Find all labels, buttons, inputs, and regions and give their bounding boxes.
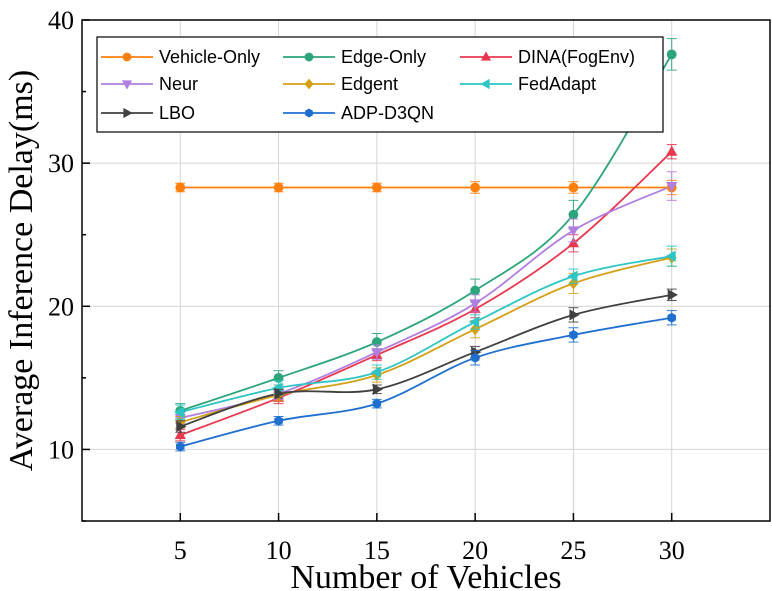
data-point-adp-d3qn — [470, 352, 480, 363]
data-point-fedadapt — [567, 270, 578, 282]
data-point-fedadapt — [174, 406, 185, 418]
data-point-edge-only — [470, 285, 481, 296]
data-point-vehicle-only — [273, 182, 284, 193]
data-point-lbo — [274, 387, 285, 400]
legend-marker-fedadapt — [480, 78, 490, 90]
y-tick-label: 10 — [48, 435, 74, 464]
axis-ticks: 5 10 15 20 25 30 10 20 30 40 — [48, 6, 685, 565]
data-point-adp-d3qn — [372, 398, 382, 409]
series-line-adp-d3qn — [180, 316, 672, 448]
x-axis-title: Number of Vehicles — [290, 559, 561, 591]
data-point-vehicle-only — [175, 182, 186, 193]
data-point-fedadapt — [665, 250, 676, 262]
series-markers — [174, 38, 678, 452]
data-point-adp-d3qn — [569, 329, 578, 340]
data-point-lbo — [176, 420, 187, 433]
legend-item-edgent: Edgent — [283, 74, 398, 94]
data-point-dina-fogenv — [174, 428, 186, 440]
x-tick-label: 5 — [174, 536, 187, 565]
plot-frame — [81, 19, 771, 522]
series-line-lbo — [179, 293, 672, 428]
data-point-lbo — [372, 383, 384, 395]
x-tick-label: 25 — [560, 536, 586, 565]
data-point-fedadapt — [370, 366, 381, 378]
legend-item-neur: Neur — [101, 74, 198, 94]
legend-item-adp-d3qn: ADP-D3QN — [283, 103, 434, 123]
data-point-edge-only — [568, 209, 579, 220]
legend-label-edge-only: Edge-Only — [341, 47, 426, 67]
data-point-adp-d3qn — [274, 415, 283, 426]
x-tick-label: 15 — [364, 536, 390, 565]
x-tick-label: 10 — [266, 536, 292, 565]
data-point-neur — [469, 299, 481, 310]
data-point-adp-d3qn — [667, 312, 677, 323]
y-axis-title: Average Inference Delay(ms) — [3, 70, 40, 471]
data-point-dina-fogenv — [666, 145, 678, 156]
legend-label-edgent: Edgent — [341, 74, 398, 94]
legend-item-lbo: LBO — [101, 103, 195, 123]
series-lines — [179, 53, 673, 448]
legend-marker-edgent — [304, 78, 314, 90]
legend-item-edge-only: Edge-Only — [283, 47, 426, 67]
data-point-lbo — [569, 309, 580, 321]
legend-label-fedadapt: FedAdapt — [518, 74, 596, 94]
legend-label-neur: Neur — [159, 74, 198, 94]
legend-item-fedadapt: FedAdapt — [460, 74, 596, 94]
data-point-vehicle-only — [470, 182, 481, 193]
y-tick-label: 20 — [48, 292, 74, 321]
y-tick-label: 30 — [48, 149, 74, 178]
legend-marker-lbo — [123, 107, 133, 119]
legend-label-adp-d3qn: ADP-D3QN — [341, 103, 434, 123]
data-point-neur — [666, 182, 678, 193]
legend-marker-edge-only — [304, 52, 314, 62]
series-line-dina-fogenv — [179, 151, 673, 436]
legend-label-vehicle-only: Vehicle-Only — [159, 47, 260, 67]
data-point-neur — [371, 348, 383, 359]
legend-item-dina-fogenv: DINA(FogEnv) — [460, 47, 635, 67]
legend-label-dina-fogenv: DINA(FogEnv) — [518, 47, 635, 67]
data-point-fedadapt — [468, 316, 480, 328]
data-point-vehicle-only — [568, 182, 579, 193]
x-tick-label: 30 — [659, 536, 685, 565]
series-line-edge-only — [180, 53, 673, 412]
x-tick-label: 20 — [462, 536, 488, 565]
data-point-dina-fogenv — [567, 237, 580, 248]
y-tick-label: 40 — [48, 6, 74, 35]
legend-marker-neur — [121, 80, 133, 90]
data-point-neur — [567, 226, 580, 237]
legend-box — [96, 36, 664, 133]
legend-label-lbo: LBO — [159, 103, 195, 123]
data-point-lbo — [667, 289, 678, 301]
series-line-fedadapt — [180, 255, 672, 414]
legend-marker-vehicle-only — [122, 52, 132, 62]
legend-item-vehicle-only: Vehicle-Only — [101, 47, 260, 67]
series-line-edgent — [180, 256, 672, 424]
legend-marker-dina-fogenv — [480, 51, 492, 61]
legend-marker-adp-d3qn — [305, 108, 313, 118]
data-point-vehicle-only — [371, 182, 382, 193]
data-point-adp-d3qn — [175, 441, 185, 452]
legend: Vehicle-Only Edge-Only DINA(FogEnv) Neur Edg… — [96, 36, 664, 133]
data-point-edge-only — [666, 49, 677, 60]
